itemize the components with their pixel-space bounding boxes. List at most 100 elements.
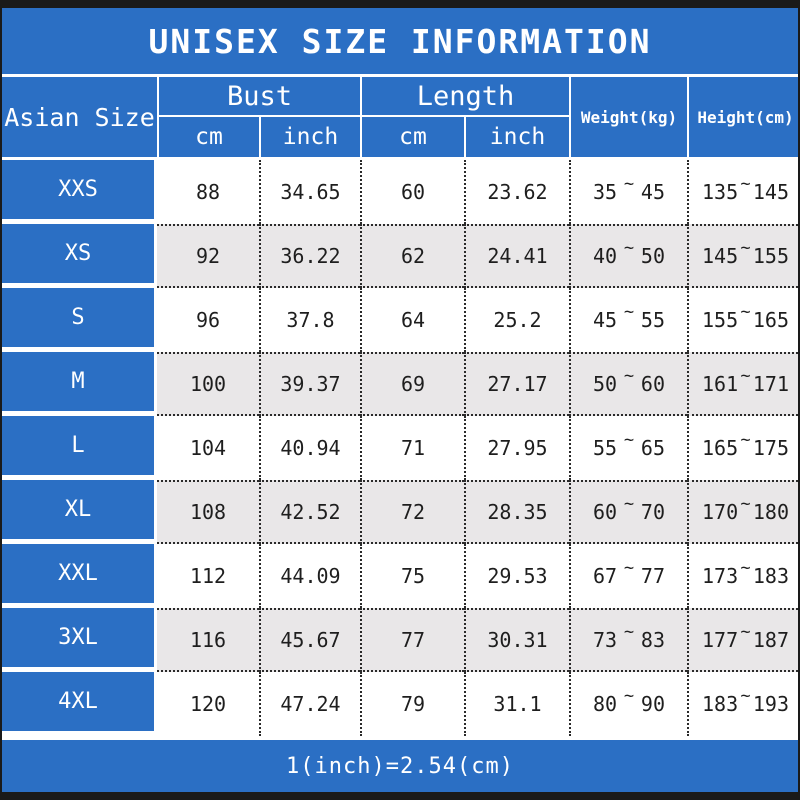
weight-min: 73 — [593, 628, 618, 652]
length-cm-cell: 64 — [360, 288, 464, 352]
top-black-bar — [2, 0, 798, 8]
length-cm-cell: 75 — [360, 544, 464, 608]
column-header-asian-size: Asian Size — [2, 77, 157, 157]
weight-max: 70 — [640, 500, 665, 524]
weight-max: 60 — [640, 372, 665, 396]
subheader-length-inch: inch — [464, 117, 569, 157]
tilde-separator: ~ — [623, 558, 635, 578]
bust-inch-cell: 42.52 — [259, 480, 360, 544]
tilde-separator: ~ — [740, 302, 751, 322]
page-title: UNISEX SIZE INFORMATION — [148, 21, 652, 61]
tilde-separator: ~ — [740, 238, 751, 258]
bust-cm-cell: 116 — [157, 608, 259, 672]
length-cm-cell: 60 — [360, 160, 464, 224]
height-min: 173 — [702, 564, 739, 588]
bottom-black-bar — [2, 792, 798, 800]
size-cell: XL — [2, 480, 157, 544]
height-min: 177 — [702, 628, 739, 652]
table-row-xxs: XXS 88 34.65 60 23.62 35 ~ 45 135 ~ 145 — [2, 160, 798, 224]
length-inch-cell: 28.35 — [464, 480, 569, 544]
length-inch-cell: 23.62 — [464, 160, 569, 224]
weight-max: 83 — [640, 628, 665, 652]
bust-inch-cell: 47.24 — [259, 672, 360, 736]
weight-min: 35 — [593, 180, 618, 204]
bust-cm-cell: 100 — [157, 352, 259, 416]
weight-min: 60 — [593, 500, 618, 524]
tilde-separator: ~ — [623, 430, 635, 450]
length-cm-cell: 69 — [360, 352, 464, 416]
tilde-separator: ~ — [740, 558, 751, 578]
weight-max: 90 — [640, 692, 665, 716]
tilde-separator: ~ — [623, 174, 635, 194]
bust-inch-cell: 34.65 — [259, 160, 360, 224]
height-max: 165 — [752, 308, 789, 332]
height-range-cell: 145 ~ 155 — [687, 224, 798, 288]
table-row-xs: XS 92 36.22 62 24.41 40 ~ 50 145 ~ 155 — [2, 224, 798, 288]
weight-min: 67 — [593, 564, 618, 588]
weight-range-cell: 40 ~ 50 — [569, 224, 687, 288]
bust-inch-cell: 44.09 — [259, 544, 360, 608]
weight-max: 65 — [640, 436, 665, 460]
weight-max: 50 — [640, 244, 665, 268]
height-max: 171 — [752, 372, 789, 396]
tilde-separator: ~ — [740, 430, 751, 450]
length-cm-cell: 77 — [360, 608, 464, 672]
bust-cm-cell: 112 — [157, 544, 259, 608]
length-inch-cell: 25.2 — [464, 288, 569, 352]
tilde-separator: ~ — [740, 686, 751, 706]
tilde-separator: ~ — [740, 366, 751, 386]
height-range-cell: 165 ~ 175 — [687, 416, 798, 480]
bust-inch-cell: 36.22 — [259, 224, 360, 288]
size-cell: XXL — [2, 544, 157, 608]
size-cell: S — [2, 288, 157, 352]
weight-range-cell: 35 ~ 45 — [569, 160, 687, 224]
weight-min: 40 — [593, 244, 618, 268]
column-group-bust: Bust — [157, 77, 360, 117]
tilde-separator: ~ — [623, 494, 635, 514]
height-max: 175 — [752, 436, 789, 460]
tilde-separator: ~ — [740, 622, 751, 642]
length-cm-cell: 72 — [360, 480, 464, 544]
height-min: 145 — [702, 244, 739, 268]
weight-range-cell: 60 ~ 70 — [569, 480, 687, 544]
height-max: 145 — [752, 180, 789, 204]
height-max: 183 — [752, 564, 789, 588]
height-min: 135 — [702, 180, 739, 204]
length-inch-cell: 27.95 — [464, 416, 569, 480]
table-row-3xl: 3XL 116 45.67 77 30.31 73 ~ 83 177 ~ 187 — [2, 608, 798, 672]
length-inch-cell: 29.53 — [464, 544, 569, 608]
table-body: XXS 88 34.65 60 23.62 35 ~ 45 135 ~ 145 … — [2, 160, 798, 736]
length-inch-cell: 30.31 — [464, 608, 569, 672]
column-header-weight: Weight(kg) — [569, 77, 687, 157]
tilde-separator: ~ — [623, 622, 635, 642]
tilde-separator: ~ — [740, 174, 751, 194]
weight-max: 55 — [640, 308, 665, 332]
size-cell: 3XL — [2, 608, 157, 672]
height-range-cell: 135 ~ 145 — [687, 160, 798, 224]
bust-cm-cell: 108 — [157, 480, 259, 544]
height-range-cell: 155 ~ 165 — [687, 288, 798, 352]
height-range-cell: 170 ~ 180 — [687, 480, 798, 544]
table-row-l: L 104 40.94 71 27.95 55 ~ 65 165 ~ 175 — [2, 416, 798, 480]
height-min: 170 — [702, 500, 739, 524]
tilde-separator: ~ — [623, 238, 635, 258]
weight-min: 45 — [593, 308, 618, 332]
tilde-separator: ~ — [623, 366, 635, 386]
table-header: Asian Size Bust Length Weight(kg) Height… — [2, 77, 798, 160]
weight-max: 77 — [640, 564, 665, 588]
subheader-bust-cm: cm — [157, 117, 259, 157]
table-row-4xl: 4XL 120 47.24 79 31.1 80 ~ 90 183 ~ 193 — [2, 672, 798, 736]
tilde-separator: ~ — [740, 494, 751, 514]
bust-inch-cell: 37.8 — [259, 288, 360, 352]
length-cm-cell: 79 — [360, 672, 464, 736]
height-range-cell: 177 ~ 187 — [687, 608, 798, 672]
conversion-note: 1(inch)=2.54(cm) — [286, 753, 514, 779]
weight-range-cell: 50 ~ 60 — [569, 352, 687, 416]
height-max: 193 — [752, 692, 789, 716]
weight-min: 55 — [593, 436, 618, 460]
bust-cm-cell: 120 — [157, 672, 259, 736]
height-max: 187 — [752, 628, 789, 652]
table-row-xxl: XXL 112 44.09 75 29.53 67 ~ 77 173 ~ 183 — [2, 544, 798, 608]
table-row-s: S 96 37.8 64 25.2 45 ~ 55 155 ~ 165 — [2, 288, 798, 352]
